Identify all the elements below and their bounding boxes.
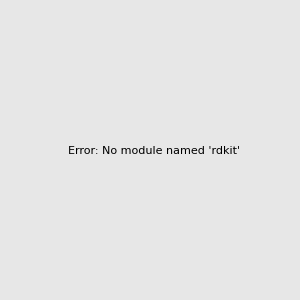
Text: Error: No module named 'rdkit': Error: No module named 'rdkit' <box>68 146 240 157</box>
